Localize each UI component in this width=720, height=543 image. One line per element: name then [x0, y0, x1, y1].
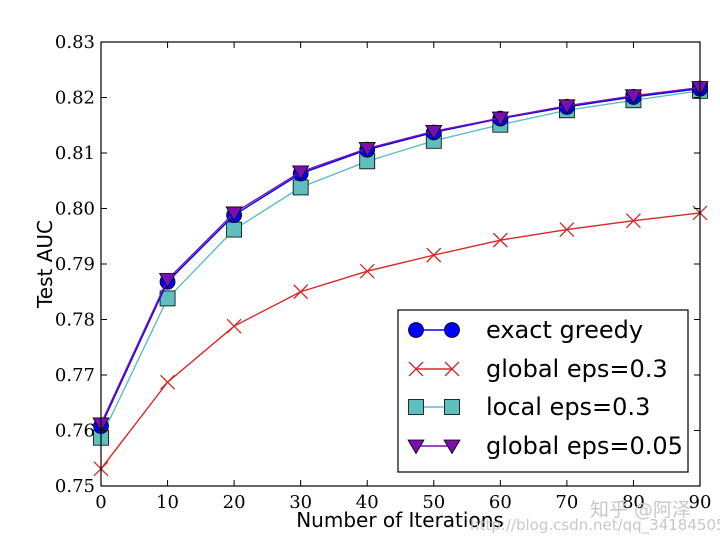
- legend-entry: exact greedy: [408, 316, 643, 344]
- y-axis-label: Test AUC: [33, 220, 57, 309]
- legend-entry: local eps=0.3: [408, 393, 650, 421]
- series-line: [100, 90, 701, 439]
- legend-marker: [408, 361, 424, 377]
- series-line: [100, 87, 701, 427]
- x-tick-label: 30: [289, 492, 312, 513]
- legend-marker: [443, 439, 461, 455]
- data-point: [359, 263, 375, 279]
- legend-marker: [408, 322, 424, 338]
- data-point: [293, 284, 309, 300]
- series-global-eps-0-3: [93, 205, 708, 477]
- data-point: [292, 179, 309, 196]
- x-tick-label: 10: [156, 492, 179, 513]
- y-tick-label: 0.77: [55, 365, 95, 386]
- legend-marker: [408, 399, 424, 415]
- x-tick-label: 60: [489, 492, 512, 513]
- legend-label: global eps=0.3: [486, 355, 668, 383]
- data-point: [491, 111, 510, 127]
- series-line: [100, 212, 701, 470]
- x-tick-label: 80: [622, 492, 645, 513]
- data-point: [625, 213, 641, 229]
- y-tick-label: 0.81: [55, 143, 95, 164]
- watermark-cn: 知乎 @阿泽: [590, 499, 691, 521]
- data-point: [291, 165, 310, 181]
- data-point: [559, 222, 575, 238]
- data-point: [158, 273, 177, 288]
- x-axis-label: Number of Iterations: [296, 508, 504, 532]
- legend-marker: [444, 361, 460, 377]
- legend-entry: global eps=0.3: [408, 355, 668, 383]
- y-tick-label: 0.75: [55, 476, 95, 497]
- legend-marker: [444, 322, 460, 338]
- x-tick-label: 20: [223, 492, 246, 513]
- x-tick-label: 70: [555, 492, 578, 513]
- y-tick-label: 0.79: [55, 254, 95, 275]
- watermark-site: http://blog.csdn.net/qq_34184505: [470, 516, 720, 535]
- y-tick-label: 0.78: [55, 310, 95, 331]
- data-point: [425, 124, 443, 140]
- data-point: [226, 221, 243, 238]
- y-tick-label: 0.80: [55, 199, 95, 220]
- legend: exact greedy global eps=0.3 local eps=0.3 g…: [397, 309, 689, 473]
- data-point: [492, 232, 508, 248]
- x-tick-label: 90: [689, 492, 712, 513]
- data-point: [558, 99, 576, 115]
- y-tick-label: 0.76: [55, 421, 95, 442]
- data-point: [426, 247, 442, 263]
- plot-marks: [92, 80, 709, 477]
- legend-box: [397, 309, 689, 473]
- data-point: [226, 318, 242, 334]
- x-tick-label: 40: [356, 492, 379, 513]
- legend-entry: global eps=0.05: [407, 432, 683, 460]
- legend-label: exact greedy: [486, 316, 643, 344]
- legend-label: local eps=0.3: [486, 393, 650, 421]
- x-tick-label: 50: [422, 492, 445, 513]
- legend-marker: [444, 399, 460, 415]
- data-point: [624, 89, 643, 105]
- y-tick-label: 0.82: [55, 88, 95, 109]
- data-point: [225, 206, 243, 222]
- series-line: [100, 86, 701, 425]
- x-tick-label: 0: [95, 492, 106, 513]
- legend-label: global eps=0.05: [486, 432, 683, 460]
- y-tick-label: 0.83: [55, 32, 95, 53]
- tick-labels: 0 10 20 30 40 50 60 70 80 90 0.75 0.76 0.77 0.78 0.79 0…: [55, 32, 712, 513]
- data-point: [160, 374, 176, 390]
- legend-marker: [407, 439, 425, 455]
- data-point: [358, 142, 376, 157]
- axis-ticks: [100, 41, 701, 487]
